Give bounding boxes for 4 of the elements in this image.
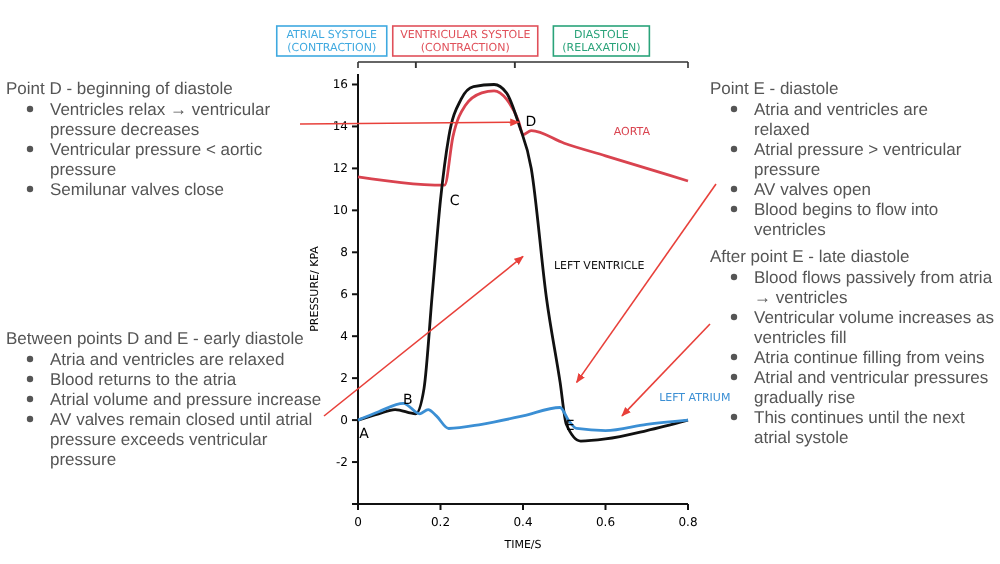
text: Point E - diastole Atria and ventricles are relaxed Atrial pressure > ventricular pressure AV valves open Blood begins to flow into ventricles <box>710 78 962 239</box>
text: Point D - beginning of diastole Ventricles relax → ventricular pressure decreases Ventricular pressure < aortic pressure Semilunar valves close <box>6 78 271 199</box>
text: Between points D and E - early diastole Atria and ventricles are relaxed Blood returns to the atria Atrial volume and pressure increase AV valves remain closed until atrial pressure exceeds ventricular pressure <box>6 328 322 469</box>
line-series <box>356 89 690 187</box>
